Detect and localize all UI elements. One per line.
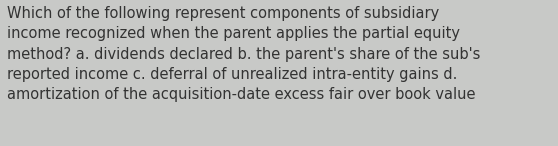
Text: Which of the following represent components of subsidiary
income recognized when: Which of the following represent compone… [7,6,480,102]
